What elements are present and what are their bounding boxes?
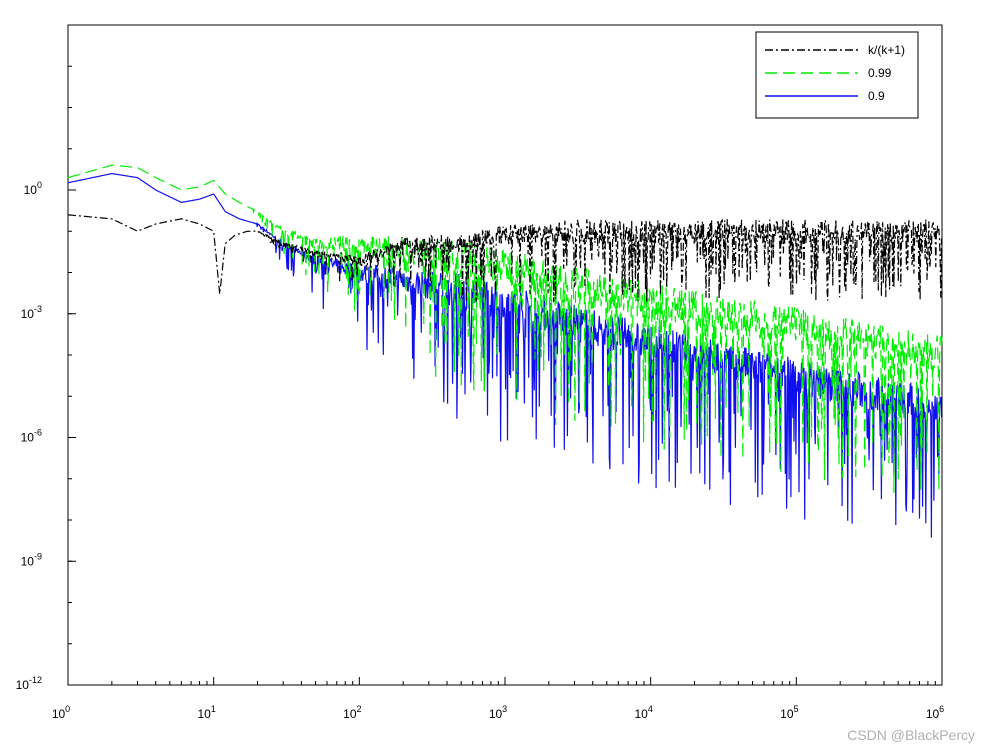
x-tick-label: 106 bbox=[926, 704, 944, 721]
y-axis-ticks: 100 10-3 10-6 10-9 10-12 bbox=[16, 65, 76, 692]
legend-box bbox=[755, 31, 919, 119]
legend-label: 0.99 bbox=[868, 66, 892, 80]
x-tick-label: 102 bbox=[343, 704, 361, 721]
x-tick-label: 105 bbox=[780, 704, 798, 721]
legend-label: k/(k+1) bbox=[868, 43, 905, 57]
x-tick-label: 101 bbox=[197, 704, 215, 721]
series-line-1 bbox=[67, 214, 943, 303]
legend: k/(k+1) 0.99 0.9 bbox=[755, 31, 919, 119]
watermark: CSDN @BlackPercy bbox=[847, 727, 975, 743]
series-line-2 bbox=[67, 164, 943, 493]
y-tick-label: 10-6 bbox=[21, 428, 42, 445]
series-line-3 bbox=[67, 172, 943, 538]
x-tick-label: 103 bbox=[489, 704, 507, 721]
x-axis-ticks: 100 101 102 103 104 105 106 bbox=[52, 677, 944, 721]
legend-label: 0.9 bbox=[868, 89, 885, 103]
legend-entries: k/(k+1) 0.99 0.9 bbox=[765, 43, 905, 103]
y-tick-label: 10-3 bbox=[21, 304, 42, 321]
x-tick-label: 104 bbox=[634, 704, 652, 721]
y-tick-label: 10-12 bbox=[16, 675, 42, 692]
series-layer bbox=[67, 164, 943, 538]
y-tick-label: 10-9 bbox=[21, 551, 42, 568]
y-tick-label: 100 bbox=[24, 180, 42, 197]
x-tick-label: 100 bbox=[52, 704, 70, 721]
